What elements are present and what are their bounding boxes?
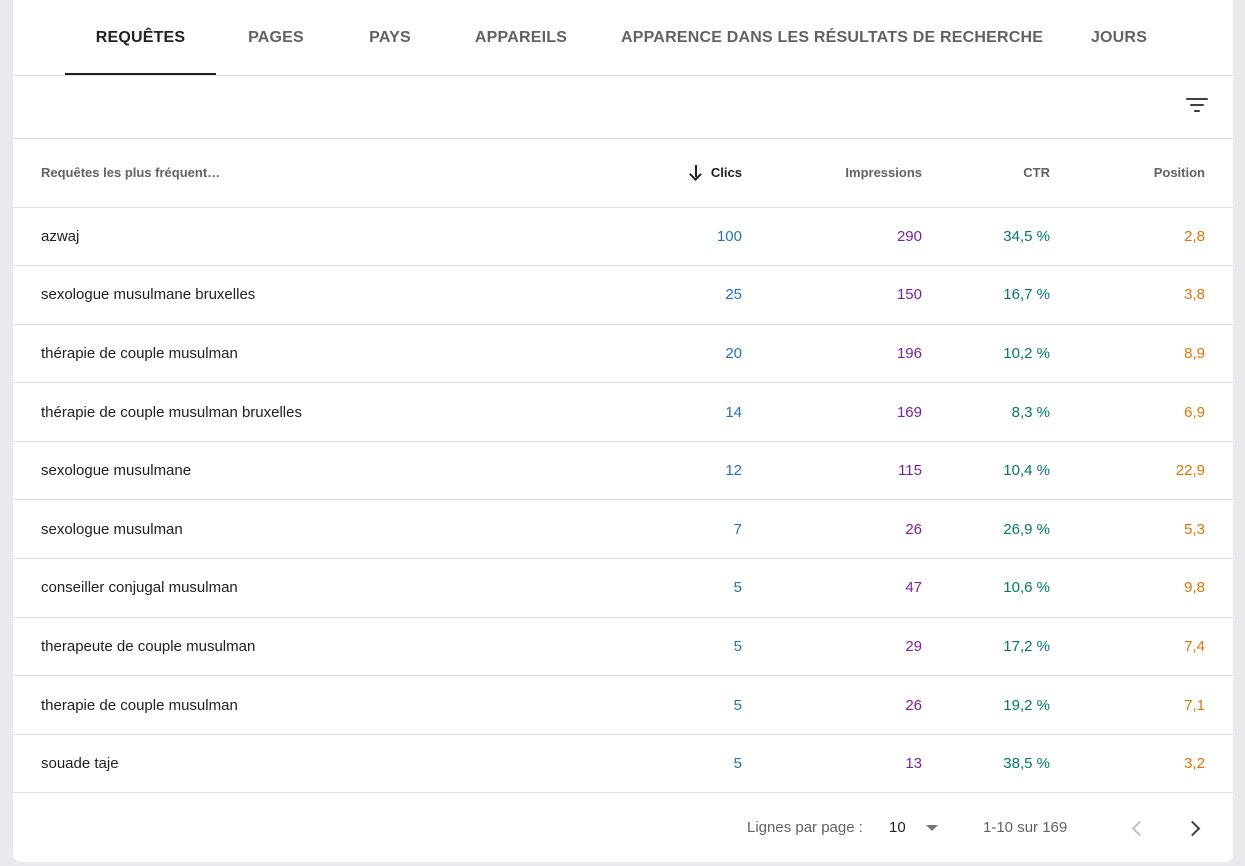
row-query: therapeute de couple musulman	[41, 637, 256, 655]
pagination: Lignes par page : 10 1-10 sur 169	[13, 793, 1233, 861]
queries-table: Requêtes les plus fréquent… Clics Impres…	[13, 139, 1233, 793]
row-impressions: 196	[896, 344, 922, 362]
row-position: 7,1	[1184, 696, 1205, 714]
table-row[interactable]: therapie de couple musulman 5 26 19,2 % 7,1	[13, 676, 1233, 735]
row-query: souade taje	[41, 755, 119, 773]
performance-card: REQUÊTES PAGES PAYS APPAREILS APPARENCE …	[13, 0, 1233, 862]
table-row[interactable]: thérapie de couple musulman bruxelles 14 1…	[13, 383, 1233, 442]
row-ctr: 34,5 %	[1003, 227, 1050, 245]
row-clicks: 100	[716, 227, 742, 245]
row-impressions: 150	[896, 286, 922, 304]
tab-appareils[interactable]: APPAREILS	[474, 29, 568, 46]
dimension-tabs: REQUÊTES PAGES PAYS APPAREILS APPARENCE …	[13, 0, 1233, 76]
row-impressions: 47	[905, 579, 922, 597]
table-row[interactable]: sexologue musulmane 12 115 10,4 % 22,9	[13, 441, 1233, 500]
row-position: 2,8	[1184, 227, 1205, 245]
table-header-row: Requêtes les plus fréquent… Clics Impres…	[13, 139, 1233, 208]
tab-requetes[interactable]: REQUÊTES	[95, 29, 186, 46]
row-query: conseiller conjugal musulman	[41, 579, 238, 597]
row-impressions: 290	[896, 227, 922, 245]
row-impressions: 26	[905, 520, 922, 538]
header-clicks-label: Clics	[710, 165, 742, 181]
row-clicks: 25	[725, 286, 742, 304]
row-position: 22,9	[1175, 462, 1205, 480]
row-clicks: 7	[733, 520, 742, 538]
previous-page-icon[interactable]	[1123, 815, 1149, 841]
row-position: 9,8	[1184, 579, 1205, 597]
row-ctr: 16,7 %	[1003, 286, 1050, 304]
row-clicks: 14	[725, 403, 742, 421]
header-ctr[interactable]: CTR	[922, 139, 1050, 208]
row-impressions: 29	[905, 637, 922, 655]
rows-per-page-select[interactable]: 10	[889, 815, 949, 841]
table-row[interactable]: sexologue musulmane bruxelles 25 150 16,7 %…	[13, 266, 1233, 325]
table-row[interactable]: therapeute de couple musulman 5 29 17,2 % 7,…	[13, 617, 1233, 676]
row-ctr: 38,5 %	[1003, 755, 1050, 773]
row-clicks: 5	[733, 755, 742, 773]
next-page-icon[interactable]	[1181, 815, 1207, 841]
row-query: sexologue musulman	[41, 520, 183, 538]
row-ctr: 8,3 %	[1011, 403, 1050, 421]
row-ctr: 10,2 %	[1003, 344, 1050, 362]
tab-pages[interactable]: PAGES	[248, 29, 304, 46]
active-tab-indicator	[65, 73, 216, 75]
row-ctr: 19,2 %	[1003, 696, 1050, 714]
header-query[interactable]: Requêtes les plus fréquent…	[13, 139, 573, 208]
row-position: 3,2	[1184, 755, 1205, 773]
row-position: 5,3	[1184, 520, 1205, 538]
row-query: sexologue musulmane	[41, 462, 192, 480]
row-position: 8,9	[1184, 344, 1205, 362]
header-position[interactable]: Position	[1050, 139, 1233, 208]
filter-list-icon[interactable]	[1181, 90, 1213, 122]
tab-apparence[interactable]: APPARENCE DANS LES RÉSULTATS DE RECHERCH…	[621, 29, 1044, 46]
row-query: therapie de couple musulman	[41, 696, 238, 714]
rows-per-page-value: 10	[889, 819, 906, 837]
header-impressions[interactable]: Impressions	[742, 139, 922, 208]
table-row[interactable]: azwaj 100 290 34,5 % 2,8	[13, 207, 1233, 266]
row-impressions: 13	[905, 755, 922, 773]
row-position: 7,4	[1184, 637, 1205, 655]
row-query: thérapie de couple musulman	[41, 344, 238, 362]
row-position: 6,9	[1184, 403, 1205, 421]
row-ctr: 10,4 %	[1003, 462, 1050, 480]
row-clicks: 5	[733, 637, 742, 655]
row-query: azwaj	[41, 227, 80, 245]
table-row[interactable]: thérapie de couple musulman 20 196 10,2 % 8,…	[13, 324, 1233, 383]
dropdown-caret-icon	[926, 825, 938, 832]
row-clicks: 20	[725, 344, 742, 362]
row-ctr: 26,9 %	[1003, 520, 1050, 538]
table-row[interactable]: conseiller conjugal musulman 5 47 10,6 % 9,8	[13, 559, 1233, 618]
row-clicks: 5	[733, 579, 742, 597]
row-position: 3,8	[1184, 286, 1205, 304]
tab-jours[interactable]: JOURS	[1090, 29, 1148, 46]
row-clicks: 5	[733, 696, 742, 714]
row-impressions: 169	[896, 403, 922, 421]
row-query: thérapie de couple musulman bruxelles	[41, 403, 302, 421]
tab-pays[interactable]: PAYS	[369, 29, 411, 46]
arrow-down-icon	[689, 165, 703, 179]
row-ctr: 10,6 %	[1003, 579, 1050, 597]
row-impressions: 115	[898, 462, 922, 480]
header-clicks[interactable]: Clics	[573, 139, 742, 208]
rows-per-page-label: Lignes par page :	[747, 819, 863, 837]
table-row[interactable]: sexologue musulman 7 26 26,9 % 5,3	[13, 500, 1233, 559]
pagination-range: 1-10 sur 169	[983, 819, 1068, 837]
table-toolbar	[13, 76, 1233, 139]
row-impressions: 26	[905, 696, 922, 714]
row-query: sexologue musulmane bruxelles	[41, 286, 256, 304]
table-row[interactable]: souade taje 5 13 38,5 % 3,2	[13, 734, 1233, 793]
row-clicks: 12	[725, 462, 742, 480]
row-ctr: 17,2 %	[1003, 637, 1050, 655]
